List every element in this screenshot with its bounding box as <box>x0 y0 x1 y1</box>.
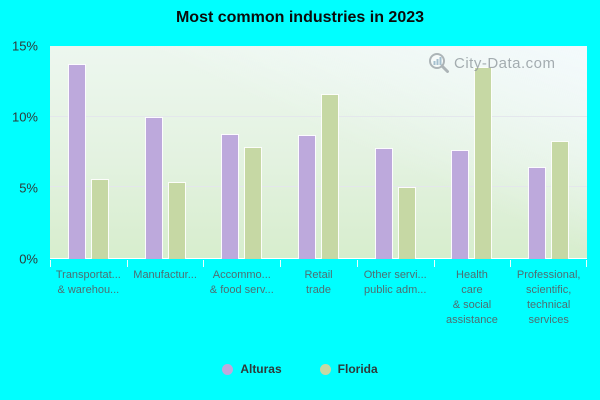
bar-florida <box>244 146 263 259</box>
x-boundary-tick <box>203 260 205 267</box>
legend-label: Alturas <box>240 362 282 376</box>
x-boundary-tick <box>280 260 282 267</box>
bar-florida <box>397 186 416 259</box>
y-tick-label: 5% <box>19 180 38 196</box>
bar-alturas <box>298 135 317 259</box>
x-category-label: Accommo... & food serv... <box>203 268 280 328</box>
bar-group <box>357 46 434 259</box>
y-tick-label: 10% <box>11 109 38 125</box>
x-category-label: Professional, scientific, technical service… <box>510 268 587 328</box>
chart-title: Most common industries in 2023 <box>175 9 425 26</box>
y-axis: 0% 5% 10% 15% <box>0 39 44 267</box>
x-category-label-line: & warehou... <box>57 284 120 296</box>
bar-group <box>434 46 511 259</box>
x-boundary-tick <box>433 260 435 267</box>
bar-florida <box>474 67 493 259</box>
magnifier-chart-icon <box>429 53 449 73</box>
bar-group <box>50 46 127 259</box>
bar-alturas <box>221 134 240 259</box>
y-tick-label: 15% <box>11 38 38 54</box>
x-axis-labels: Transportat... & warehou... Manufactur... A… <box>50 268 587 328</box>
x-boundary-tick <box>126 260 128 267</box>
x-axis-ticks <box>50 260 587 267</box>
x-boundary-tick <box>586 260 587 267</box>
watermark: City-Data.com <box>428 52 556 74</box>
x-boundary-tick <box>50 260 51 267</box>
legend-swatch <box>222 363 234 375</box>
x-category-label-line: Transportat... <box>55 269 121 281</box>
x-category-label-line: assistance <box>445 314 498 326</box>
x-category-label-line: Professional, <box>516 269 581 281</box>
legend-item-florida: Florida <box>319 362 378 376</box>
legend-label: Florida <box>337 362 378 376</box>
bar-group <box>127 46 204 259</box>
x-category-label-line: services <box>528 314 569 326</box>
x-category-label: Other servi... public adm... <box>357 268 434 328</box>
x-category-label: Transportat... & warehou... <box>50 268 127 328</box>
bar-group <box>510 46 587 259</box>
bar-florida <box>551 141 570 259</box>
bar-florida <box>90 179 109 259</box>
bar-alturas <box>144 117 163 259</box>
x-category-label-line: scientific, <box>526 284 572 296</box>
legend: Alturas Florida <box>0 362 600 376</box>
legend-item-alturas: Alturas <box>222 362 282 376</box>
x-category-label-line: public adm... <box>364 284 427 296</box>
bar-alturas <box>374 148 393 259</box>
bar-group <box>203 46 280 259</box>
x-category-label-line: Retail <box>304 269 333 281</box>
gridline-10 <box>50 115 587 117</box>
bar-groups <box>50 46 587 259</box>
x-boundary-tick <box>356 260 358 267</box>
y-tick-label: 0% <box>19 251 38 267</box>
x-category-label-line: trade <box>305 284 332 296</box>
bar-florida <box>167 182 186 259</box>
x-category-label-line: Health <box>456 269 488 281</box>
bar-alturas <box>67 64 86 259</box>
x-category-label-line: Other servi... <box>363 269 427 281</box>
x-category-label-line: Accommo... <box>212 269 271 281</box>
plot-area <box>50 46 587 259</box>
bar-alturas <box>528 166 547 259</box>
x-category-label-line: Manufactur... <box>133 269 197 281</box>
legend-swatch <box>319 363 331 375</box>
x-category-label: Retail trade <box>280 268 357 328</box>
x-category-label: Manufactur... <box>127 268 204 328</box>
watermark-text: City-Data.com <box>454 54 556 72</box>
x-boundary-tick <box>510 260 512 267</box>
x-category-label: Health care & social assistance <box>434 268 511 328</box>
x-category-label-line: technical <box>526 299 571 311</box>
bar-alturas <box>451 149 470 259</box>
bar-group <box>280 46 357 259</box>
x-category-label-line: & food serv... <box>209 284 274 296</box>
bar-florida <box>321 94 340 259</box>
x-category-label-line: & social <box>452 299 492 311</box>
gridline-5 <box>50 186 587 188</box>
x-category-label-line: care <box>461 284 483 296</box>
